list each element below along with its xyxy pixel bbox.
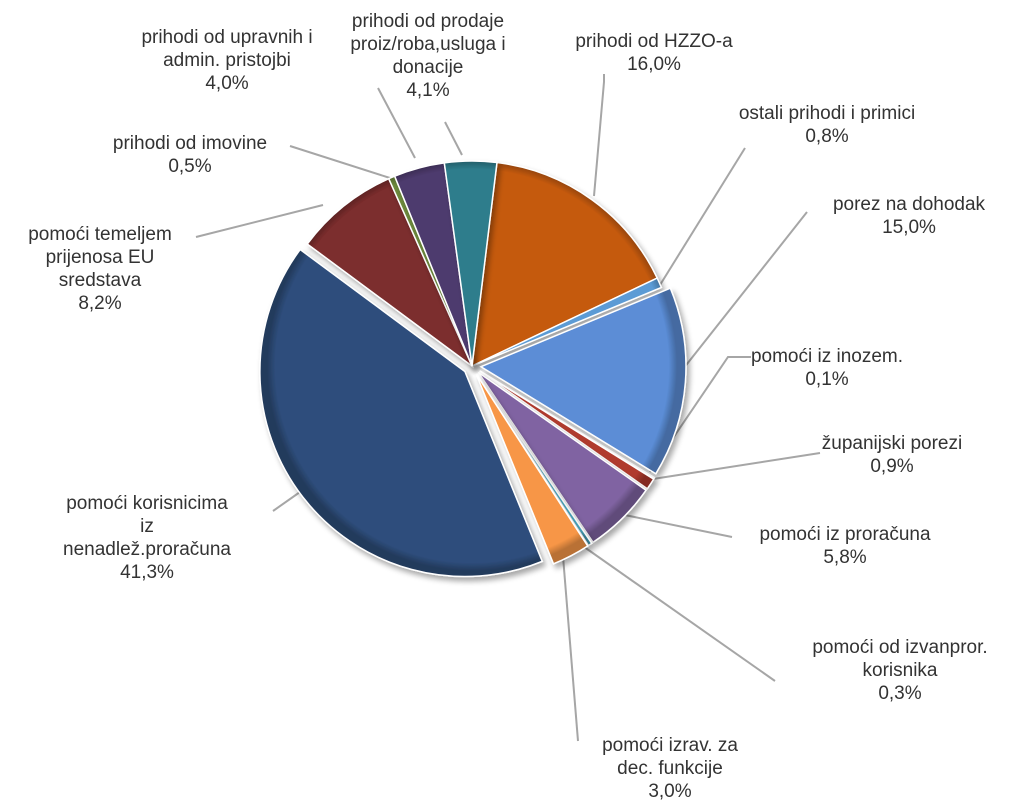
pie-slice-eu[interactable] <box>306 177 474 369</box>
data-label-line: 3,0% <box>648 781 692 802</box>
data-label-line: 15,0% <box>882 217 936 238</box>
data-label-line: 0,8% <box>805 126 849 147</box>
leader-line-imovine <box>289 145 391 179</box>
leader-line-porez_doh <box>671 211 808 384</box>
data-label-hzzo: prihodi od HZZO-a 16,0% <box>575 30 732 76</box>
leader-line-korisnicima <box>272 491 301 512</box>
data-label-ostali: ostali prihodi i primici 0,8% <box>739 102 915 148</box>
data-label-line: iz <box>140 516 154 537</box>
data-label-upravnih: prihodi od upravnih i admin. pristojbi 4,0… <box>141 26 312 95</box>
pie-slice-proracuna[interactable] <box>477 371 648 544</box>
leader-line-proracuna <box>609 511 733 538</box>
data-label-line: dec. funkcije <box>617 758 723 779</box>
data-label-line: 41,3% <box>120 562 174 583</box>
data-label-line: pomoći iz proračuna <box>759 524 931 545</box>
data-label-line: 4,1% <box>406 80 450 101</box>
data-label-proracuna: pomoći iz proračuna 5,8% <box>759 523 930 569</box>
data-label-line: pomoći izrav. za <box>602 735 738 756</box>
data-label-line: prihodi od imovine <box>112 133 268 154</box>
data-label-izrav: pomoći izrav. za dec. funkcije 3,0% <box>602 734 738 803</box>
data-label-line: prihodi od HZZO-a <box>575 31 733 52</box>
pie-slice-izrav[interactable] <box>475 373 589 565</box>
data-label-izvanpror: pomoći od izvanpror. korisnika 0,3% <box>812 636 987 705</box>
data-label-line: korisnika <box>862 660 938 681</box>
data-label-line: prijenosa EU <box>45 247 155 268</box>
pie-slice-korisnicima[interactable] <box>259 248 544 578</box>
pie-slice-ostali[interactable] <box>471 277 663 367</box>
data-label-line: 0,3% <box>878 683 922 704</box>
leader-line-zupanijski <box>639 452 821 482</box>
data-label-line: pomoći temeljem <box>28 224 172 245</box>
pie-slice-zupanijski[interactable] <box>479 370 655 490</box>
data-label-line: sredstava <box>58 270 142 291</box>
data-label-zupanijski: županijski porezi 0,9% <box>822 432 962 478</box>
data-label-eu: pomoći temeljem prijenosa EU sredstava 8,2% <box>28 223 172 315</box>
data-label-line: županijski porezi <box>821 433 963 454</box>
leader-line-upravnih <box>377 87 416 159</box>
data-label-line: 0,5% <box>168 156 212 177</box>
leader-line-izvanpror <box>569 536 776 682</box>
data-label-line: nenadlež.proračuna <box>63 539 231 560</box>
pie-slice-porez_doh[interactable] <box>479 287 687 475</box>
data-label-line: prihodi od upravnih i <box>141 27 313 48</box>
leader-line-inozem <box>649 356 751 473</box>
data-label-prodaje: prihodi od prodaje proiz/roba,usluga i don… <box>350 10 505 102</box>
data-label-line: prihodi od prodaje <box>351 11 505 32</box>
pie-slice-izvanpror[interactable] <box>476 373 593 547</box>
data-label-line: donacije <box>392 57 464 78</box>
pie-slice-hzzo[interactable] <box>471 161 659 368</box>
data-label-line: 0,9% <box>870 456 914 477</box>
leader-line-prodaje <box>444 121 463 156</box>
data-label-inozem: pomoći iz inozem. 0,1% <box>751 345 903 391</box>
data-label-line: pomoći od izvanpror. <box>812 637 988 658</box>
data-label-line: 16,0% <box>627 54 681 75</box>
data-label-line: 8,2% <box>78 293 122 314</box>
leader-line-izrav <box>561 543 579 742</box>
data-label-line: proiz/roba,usluga i <box>350 34 506 55</box>
data-label-line: admin. pristojbi <box>163 50 291 71</box>
pie-slice-prodaje[interactable] <box>443 160 498 367</box>
data-label-line: 5,8% <box>823 547 867 568</box>
data-label-line: 0,1% <box>805 369 849 390</box>
leader-line-eu <box>195 204 324 238</box>
leader-line-hzzo <box>593 74 605 197</box>
data-label-line: 4,0% <box>205 73 249 94</box>
data-label-line: pomoći korisnicima <box>66 493 228 514</box>
data-label-line: porez na dohodak <box>832 194 986 215</box>
data-label-korisnicima: pomoći korisnicima iz nenadlež.proračuna 41… <box>63 492 231 584</box>
leader-line-ostali <box>659 147 746 286</box>
data-label-line: pomoći iz inozem. <box>750 346 904 367</box>
data-label-imovine: prihodi od imovine 0,5% <box>113 132 267 178</box>
data-label-porez_doh: porez na dohodak 15,0% <box>833 193 985 239</box>
data-label-line: ostali prihodi i primici <box>738 103 916 124</box>
